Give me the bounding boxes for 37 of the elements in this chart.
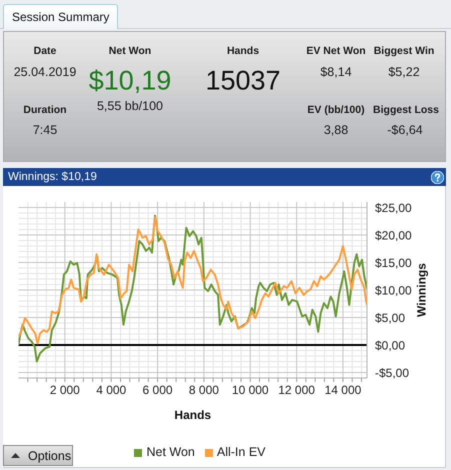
y-tick-label: -$5,00 <box>375 366 410 380</box>
legend-label: All-In EV <box>216 445 266 459</box>
text: $8,14 <box>320 64 352 79</box>
text: 25.04.2019 <box>14 64 76 79</box>
text: 3,88 <box>324 122 348 137</box>
text: $5,22 <box>388 64 420 79</box>
x-tick-label: 14 000 <box>324 383 362 397</box>
text: Biggest Loss <box>373 104 439 116</box>
text: -$6,64 <box>387 122 423 137</box>
text: 7:45 <box>32 122 58 137</box>
text: $10,19 <box>88 66 172 96</box>
x-tick-label: 2 000 <box>50 383 80 397</box>
text: Duration <box>23 104 67 116</box>
y-tick-label: $25,00 <box>375 200 412 215</box>
y-tick-label: $5,00 <box>375 310 406 325</box>
text: EV (bb/100) <box>307 104 365 116</box>
x-tick-label: 12 000 <box>278 383 316 397</box>
x-tick-label: 8 000 <box>188 383 220 397</box>
y-axis-title: Winnings <box>414 262 428 317</box>
chart-title: Winnings: $10,19 <box>8 171 97 184</box>
y-tick-label: $20,00 <box>375 228 412 242</box>
text: 15037 <box>205 66 281 96</box>
y-tick-label: $15,00 <box>375 256 412 270</box>
text: 5,55 bb/100 <box>96 98 164 113</box>
x-axis-title: Hands <box>174 408 212 422</box>
y-tick-label: $10,00 <box>375 283 412 298</box>
text: Hands <box>226 44 260 57</box>
options-button: Options <box>3 445 73 466</box>
text: Net Won <box>108 44 152 57</box>
text: Biggest Win <box>374 44 434 57</box>
x-tick-label: 10 000 <box>232 383 269 397</box>
text: EV Net Won <box>306 44 366 57</box>
text: Date <box>34 44 56 57</box>
x-tick-label: 6 000 <box>142 383 173 397</box>
y-tick-label: $0,00 <box>375 338 406 352</box>
x-tick-label: 4 000 <box>96 383 127 397</box>
legend-label: Net Won <box>146 445 195 459</box>
